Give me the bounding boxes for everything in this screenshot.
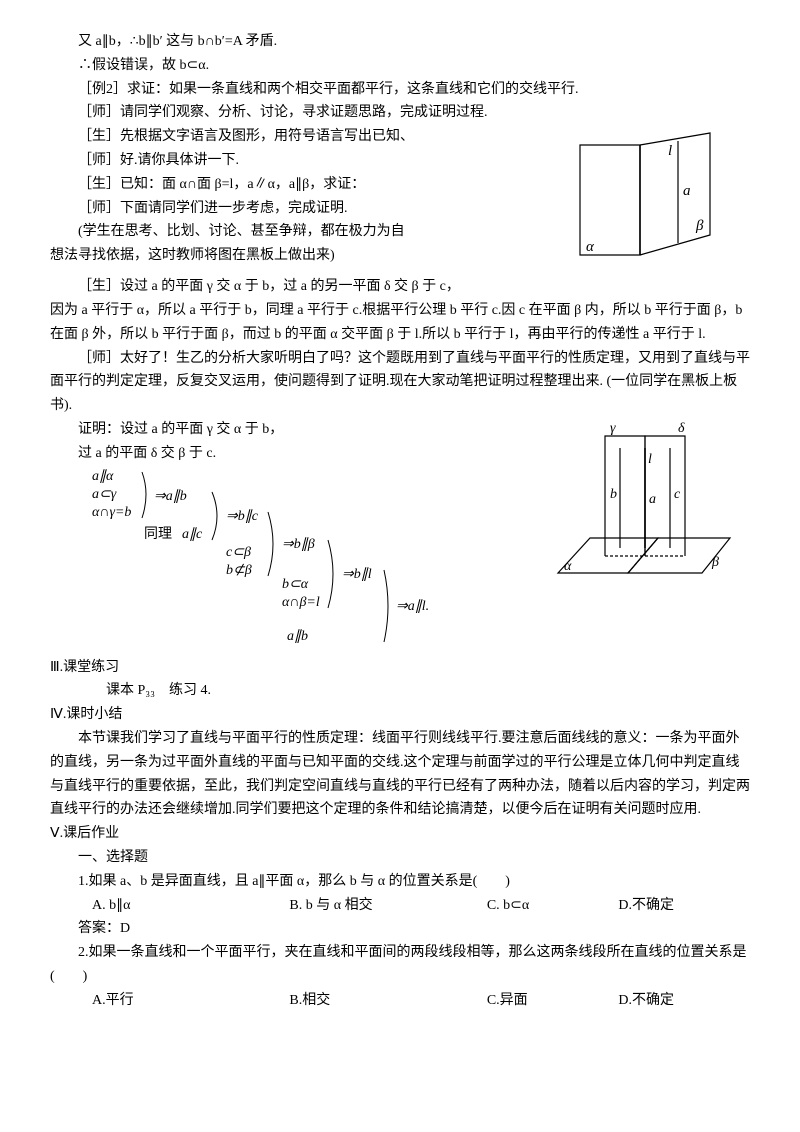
svg-text:⇒a∥b: ⇒a∥b bbox=[154, 489, 187, 504]
svg-text:b⊄β: b⊄β bbox=[226, 563, 252, 578]
text-paragraph: 因为 a 平行于 α，所以 a 平行于 b，同理 a 平行于 c.根据平行公理 … bbox=[50, 299, 750, 347]
svg-text:同理: 同理 bbox=[144, 527, 172, 542]
option-c: C.异面 bbox=[487, 989, 619, 1013]
question-1: 1.如果 a、b 是异面直线，且 a∥平面 α，那么 b 与 α 的位置关系是(… bbox=[50, 870, 750, 894]
section-4-title: Ⅳ.课时小结 bbox=[50, 703, 750, 727]
svg-text:α: α bbox=[564, 559, 572, 574]
question-2-options: A.平行 B.相交 C.异面 D.不确定 bbox=[50, 989, 750, 1013]
svg-text:c: c bbox=[674, 487, 681, 502]
svg-text:⇒b∥l: ⇒b∥l bbox=[342, 567, 372, 582]
svg-text:a⊂γ: a⊂γ bbox=[92, 487, 117, 502]
option-b: B.相交 bbox=[289, 989, 486, 1013]
svg-text:l: l bbox=[648, 452, 652, 467]
text-line: 又 a∥b，∴b∥b′ 这与 b∩b′=A 矛盾. bbox=[50, 30, 750, 54]
svg-text:a: a bbox=[683, 183, 691, 199]
svg-text:α∩γ=b: α∩γ=b bbox=[92, 505, 131, 520]
figure-1: l a β α bbox=[570, 125, 750, 275]
svg-text:a∥c: a∥c bbox=[182, 527, 203, 542]
math-premise: a∥α bbox=[92, 469, 114, 484]
svg-text:a∥b: a∥b bbox=[287, 629, 308, 644]
option-d: D.不确定 bbox=[618, 894, 750, 918]
question-2: 2.如果一条直线和一个平面平行，夹在直线和平面间的两段线段相等，那么这两条线段所… bbox=[50, 941, 750, 989]
section-5-title: Ⅴ.课后作业 bbox=[50, 822, 750, 846]
option-d: D.不确定 bbox=[618, 989, 750, 1013]
text-line: ∴假设错误，故 b⊂α. bbox=[50, 54, 750, 78]
question-1-options: A. b∥α B. b 与 α 相交 C. b⊂α D.不确定 bbox=[50, 894, 750, 918]
option-c: C. b⊂α bbox=[487, 894, 619, 918]
section-5-subtitle: 一、选择题 bbox=[50, 846, 750, 870]
figure-2: γ δ l b a c α β bbox=[550, 418, 750, 588]
section-4-body: 本节课我们学习了直线与平面平行的性质定理：线面平行则线线平行.要注意后面线线的意… bbox=[50, 727, 750, 822]
question-1-answer: 答案：D bbox=[50, 917, 750, 941]
svg-text:⇒a∥l.: ⇒a∥l. bbox=[396, 599, 429, 614]
dialog-teacher: ［师］太好了！生乙的分析大家听明白了吗？这个题既用到了直线与平面平行的性质定理，… bbox=[50, 347, 750, 418]
section-3-body: 课本 P₃₃ 练习 4. bbox=[50, 679, 750, 703]
option-a: A.平行 bbox=[92, 989, 289, 1013]
svg-text:c⊂β: c⊂β bbox=[226, 545, 251, 560]
svg-text:α: α bbox=[586, 239, 595, 255]
option-b: B. b 与 α 相交 bbox=[289, 894, 486, 918]
dialog-teacher: ［师］请同学们观察、分析、讨论，寻求证题思路，完成证明过程. bbox=[50, 101, 750, 125]
svg-text:β: β bbox=[711, 555, 719, 570]
svg-text:a: a bbox=[649, 492, 656, 507]
svg-text:b⊂α: b⊂α bbox=[282, 577, 309, 592]
svg-text:⇒b∥c: ⇒b∥c bbox=[226, 509, 259, 524]
svg-text:γ: γ bbox=[610, 421, 616, 436]
example-heading: ［例2］求证：如果一条直线和两个相交平面都平行，这条直线和它们的交线平行. bbox=[50, 78, 750, 102]
option-a: A. b∥α bbox=[92, 894, 289, 918]
svg-text:b: b bbox=[610, 487, 617, 502]
svg-text:l: l bbox=[668, 143, 672, 159]
svg-text:α∩β=l: α∩β=l bbox=[282, 595, 320, 610]
svg-text:⇒b∥β: ⇒b∥β bbox=[282, 537, 315, 552]
section-3-title: Ⅲ.课堂练习 bbox=[50, 656, 750, 680]
dialog-student: ［生］设过 a 的平面 γ 交 α 于 b，过 a 的另一平面 δ 交 β 于 … bbox=[50, 275, 750, 299]
svg-text:β: β bbox=[695, 218, 704, 234]
svg-text:δ: δ bbox=[678, 421, 685, 436]
